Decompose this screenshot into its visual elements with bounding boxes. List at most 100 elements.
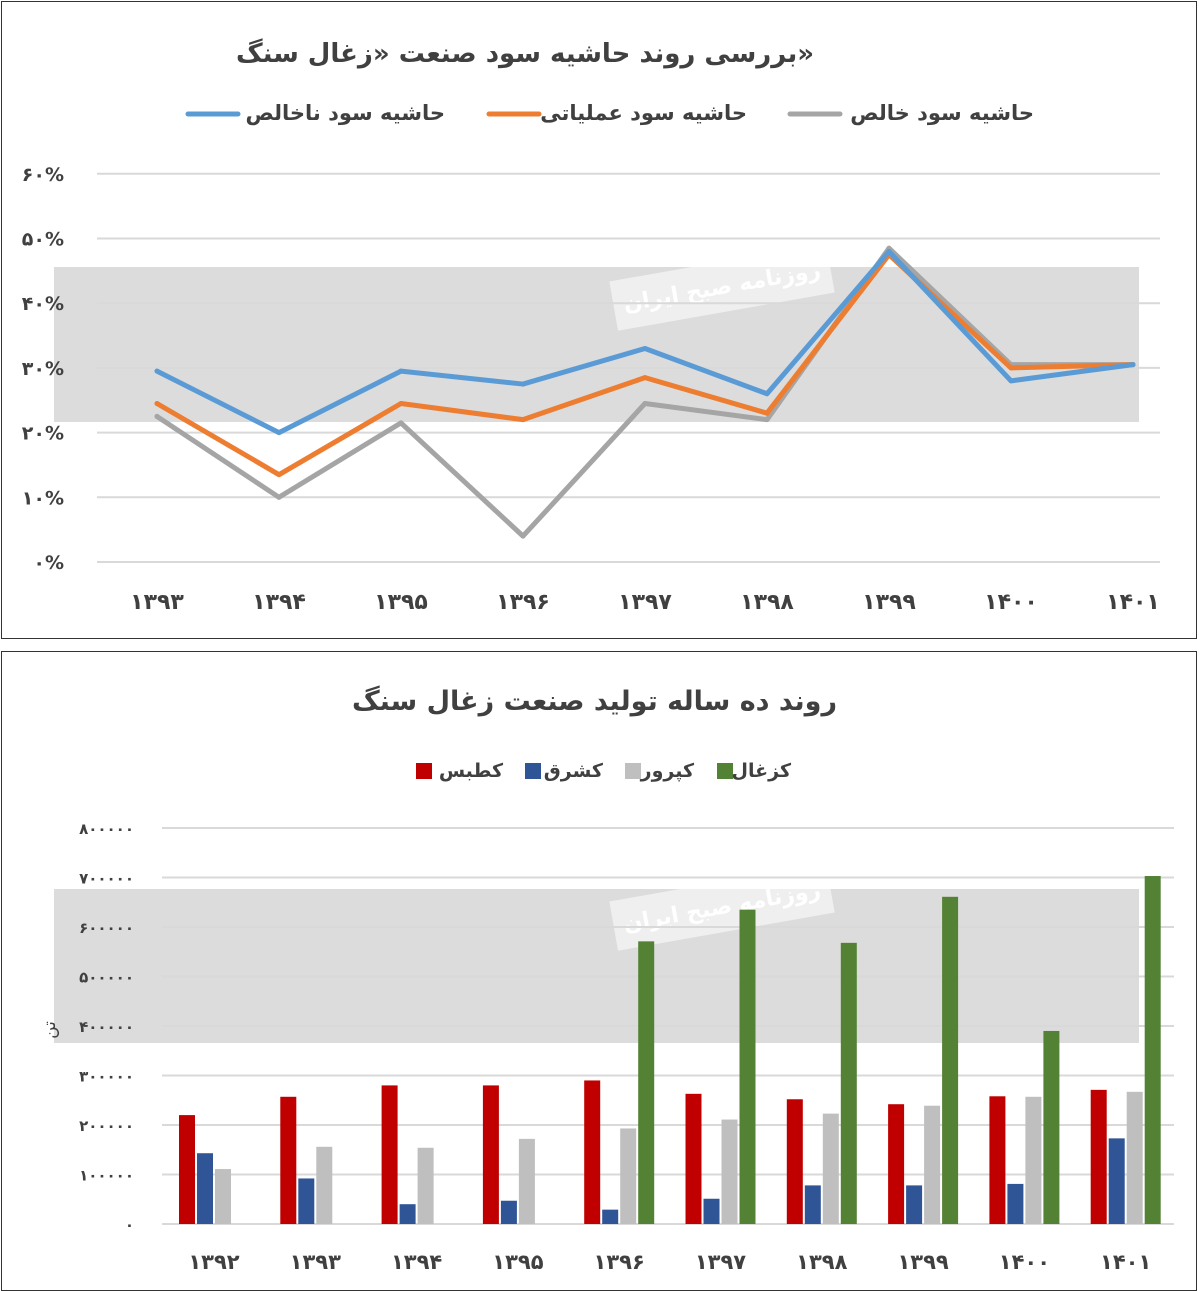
bar-eastern-coal: [399, 1204, 416, 1224]
y-tick-label: ۱۰۰۰۰۰: [79, 1167, 134, 1185]
x-tick-label: ۱۳۹۷: [695, 1250, 746, 1274]
bar-zaghal: [942, 896, 959, 1224]
bar-kerman: [1025, 1096, 1042, 1224]
bar-tabas: [482, 1085, 499, 1224]
bar-eastern-coal: [703, 1198, 720, 1224]
x-tick-label: ۱۳۹۴: [252, 590, 306, 615]
x-tick-label: ۱۳۹۹: [862, 590, 916, 615]
bar-kerman: [1126, 1091, 1143, 1224]
bar-kerman: [518, 1138, 535, 1224]
data-point: [398, 400, 404, 406]
data-point: [398, 368, 404, 374]
y-tick-label: ۳۰%: [22, 358, 64, 380]
bar-eastern-coal: [906, 1185, 923, 1224]
bar-eastern-coal: [602, 1209, 619, 1224]
data-point: [764, 417, 770, 423]
data-point: [154, 413, 160, 419]
y-tick-label: ۶۰۰۰۰۰: [79, 919, 134, 937]
legend-swatch-kerman: [625, 763, 641, 779]
y-tick-label: ۵۰%: [22, 229, 64, 251]
y-tick-label: ۶۰%: [22, 164, 64, 186]
bar-kerman: [822, 1113, 839, 1224]
bar-kerman: [620, 1128, 637, 1224]
y-tick-label: ۴۰۰۰۰۰: [79, 1018, 134, 1036]
data-point: [520, 533, 526, 539]
y-tick-label: ۰: [125, 1216, 134, 1234]
legend-label: کطبس: [439, 760, 504, 782]
bar-chart-y-axis-title: تن: [40, 1021, 60, 1039]
y-tick-label: ۸۰۰۰۰۰: [79, 820, 134, 838]
data-point: [276, 472, 282, 478]
bar-tabas: [381, 1085, 398, 1224]
data-point: [398, 420, 404, 426]
line-chart-title: بررسی روند حاشیه سود صنعت «زغال سنگ»: [236, 38, 814, 69]
y-tick-label: ۵۰۰۰۰۰: [79, 969, 134, 987]
y-tick-label: ۲۰%: [22, 423, 64, 445]
data-point: [520, 417, 526, 423]
data-point: [520, 381, 526, 387]
x-tick-label: ۱۴۰۰: [999, 1250, 1050, 1274]
y-tick-label: ۷۰۰۰۰۰: [79, 870, 134, 888]
bar-zaghal: [1144, 876, 1161, 1224]
watermark-band: [54, 889, 1139, 1043]
data-point: [886, 248, 892, 254]
bar-tabas: [685, 1093, 702, 1224]
bar-tabas: [989, 1096, 1006, 1224]
bar-tabas: [179, 1115, 195, 1224]
x-tick-label: ۱۳۹۲: [188, 1250, 239, 1274]
bar-zaghal: [840, 942, 857, 1224]
x-tick-label: ۱۳۹۵: [374, 590, 428, 615]
data-point: [764, 410, 770, 416]
x-tick-label: ۱۳۹۳: [130, 590, 184, 615]
x-tick-label: ۱۴۰۱: [1106, 590, 1160, 615]
data-point: [764, 391, 770, 397]
bar-tabas: [786, 1099, 803, 1224]
x-tick-label: ۱۳۹۵: [492, 1250, 543, 1274]
x-tick-label: ۱۳۹۶: [594, 1250, 645, 1274]
bar-kerman: [721, 1119, 738, 1224]
y-tick-label: ۳۰۰۰۰۰: [79, 1068, 134, 1086]
bar-chart-x-axis: ۱۳۹۲ ۱۳۹۳ ۱۳۹۴ ۱۳۹۵ ۱۳۹۶ ۱۳۹۷ ۱۳۹۸ ۱۳۹۹ ۱۴۰۰ ۱۴۰۱: [188, 1250, 1151, 1274]
line-chart-y-axis: ۰% ۱۰% ۲۰% ۳۰% ۴۰% ۵۰% ۶۰%: [22, 164, 64, 574]
bar-kerman: [417, 1147, 434, 1224]
x-tick-label: ۱۳۹۳: [290, 1250, 341, 1274]
data-point: [276, 430, 282, 436]
bar-eastern-coal: [804, 1185, 821, 1224]
data-point: [1130, 362, 1136, 368]
bar-eastern-coal: [197, 1153, 213, 1224]
x-tick-label: ۱۴۰۰: [984, 590, 1038, 615]
data-point: [276, 494, 282, 500]
legend-label: حاشیه سود ناخالص: [245, 101, 445, 125]
bar-zaghal: [739, 909, 756, 1224]
bar-chart-y-axis: ۰ ۱۰۰۰۰۰ ۲۰۰۰۰۰ ۳۰۰۰۰۰ ۴۰۰۰۰۰ ۵۰۰۰۰۰ ۶۰۰۰۰۰ ۷۰۰…: [79, 820, 134, 1234]
data-point: [154, 400, 160, 406]
y-tick-label: ۲۰۰۰۰۰: [79, 1117, 134, 1135]
data-point: [642, 375, 648, 381]
legend-label: کشرق: [544, 760, 604, 782]
bar-chart-svg: روزنامه صبح ایران روند ده ساله تولید صنع…: [40, 685, 1174, 1274]
data-point: [1008, 378, 1014, 384]
bar-chart-grid: [162, 827, 1174, 1225]
bar-eastern-coal: [298, 1178, 315, 1224]
bar-tabas: [888, 1104, 905, 1224]
y-tick-label: ۰%: [33, 552, 64, 574]
x-tick-label: ۱۳۹۸: [796, 1250, 847, 1274]
data-point: [154, 368, 160, 374]
line-chart-svg: روزنامه صبح ایران بررسی روند حاشیه سود ص…: [22, 38, 1160, 615]
bar-kerman: [924, 1105, 941, 1224]
bar-tabas: [584, 1080, 601, 1224]
bar-chart-title: روند ده ساله تولید صنعت زغال سنگ: [352, 685, 837, 717]
bar-zaghal: [638, 941, 655, 1224]
bar-chart-legend: کطبس کشرق کپرور کزغال: [416, 760, 792, 782]
data-point: [1008, 365, 1014, 371]
y-tick-label: ۴۰%: [22, 293, 64, 315]
legend-swatch-tabas: [416, 763, 432, 779]
x-tick-label: ۱۳۹۴: [391, 1250, 442, 1274]
legend-swatch-zaghal: [717, 763, 733, 779]
legend-label: حاشیه سود خالص: [850, 101, 1034, 125]
x-tick-label: ۱۴۰۱: [1100, 1250, 1151, 1274]
legend-swatch-eastern-coal: [525, 763, 541, 779]
bar-kerman: [316, 1146, 333, 1224]
y-tick-label: ۱۰%: [22, 487, 64, 509]
legend-label: کپرور: [640, 760, 695, 782]
